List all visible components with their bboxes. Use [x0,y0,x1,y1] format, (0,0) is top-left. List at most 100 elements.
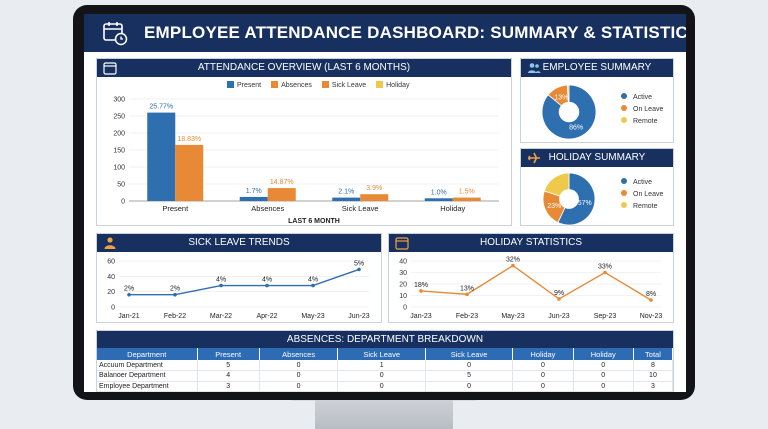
y-tick-label: 0 [121,199,125,206]
y-tick-label: 20 [107,289,115,296]
absences-breakdown-panel: ABSENCES: DEPARTMENT BREAKDOWN Departmen… [96,330,674,392]
panel-header: ABSENCES: DEPARTMENT BREAKDOWN [97,331,673,348]
data-point [557,297,561,301]
series-line [129,268,360,296]
calendar-icon [103,62,117,75]
bar-present [239,196,268,201]
pie-legend: Active On Leave Remote [621,177,663,213]
user-medical-icon [104,237,116,249]
data-label: 18% [414,282,428,289]
column-header[interactable]: Present [197,348,260,360]
column-header[interactable]: Absences [259,348,339,360]
x-tick-label: Present [162,204,189,213]
pie-hole [558,101,580,123]
bar-absences [452,197,481,201]
pie-hole [559,189,579,209]
data-label: 32% [506,257,520,264]
x-tick-label: Apr-22 [256,313,277,320]
table-cell: 4 [197,370,260,382]
holiday-summary-panel: HOLIDAY SUMMARY 57% 23% Active On Leave R… [520,148,674,226]
table-row[interactable]: Balanoer Department 4 0 0 5 0 0 10 [97,370,674,382]
y-tick-label: 20 [399,282,407,289]
data-label: 14.87% [270,179,294,186]
series-line [420,264,652,301]
monitor-stand [315,398,453,429]
table-cell: 0 [337,370,426,382]
legend-item: Remote [621,201,663,213]
dashboard-header: EMPLOYEE ATTENDANCE DASHBOARD: SUMMARY &… [84,14,686,52]
column-header[interactable]: Total [633,348,674,360]
table-header-row: Department Present Absences Sick Leave S… [97,348,674,360]
pie-label: 57% [578,200,592,207]
data-label: 9% [554,290,564,297]
y-tick-label: 200 [113,131,125,138]
table-cell: 0 [259,381,339,392]
x-tick-label: May-23 [301,313,324,320]
legend-item: Absences [271,81,312,89]
data-label: 4% [262,277,272,284]
data-label: 4% [308,277,318,284]
legend-item: Holiday [376,81,409,89]
table-row[interactable]: Employee Department 3 0 0 0 0 0 3 [97,381,674,392]
data-point [465,292,469,297]
column-header[interactable]: Holiday [573,348,634,360]
x-tick-label: Sick Leave [342,204,379,213]
x-tick-label: Jan-21 [118,313,140,320]
column-header[interactable]: Sick Leave [425,348,514,360]
data-label: 1.0% [431,189,447,196]
calendar-clock-icon [103,22,128,46]
data-point [357,267,361,272]
column-header[interactable]: Holiday [512,348,574,360]
data-label: 1.5% [459,189,475,196]
x-tick-label: Jun-23 [548,313,570,320]
y-tick-label: 250 [113,114,125,121]
legend-item: Sick Leave [321,81,366,89]
panel-header: HOLIDAY STATISTICS [389,234,673,252]
table-cell: 0 [337,381,426,392]
table-cell: 0 [259,370,339,382]
data-label: 18.83% [177,136,201,143]
y-tick-label: 0 [403,305,407,312]
table-cell: 1 [337,360,426,371]
calendar-icon [395,237,409,250]
y-tick-label: 50 [117,182,125,189]
x-tick-label: Mar-22 [210,313,232,320]
y-tick-label: 30 [399,270,407,277]
x-tick-label: Absences [251,204,284,213]
legend-item: On Leave [621,189,663,201]
pie-legend: Active On Leave Remote [621,92,663,128]
data-point [265,283,269,288]
data-point [311,283,315,288]
x-tick-label: Feb-23 [456,313,478,320]
y-tick-label: 100 [113,165,125,172]
table-cell: 0 [259,360,339,371]
table-cell: Employee Department [97,381,198,392]
data-point [173,292,177,297]
x-axis-label: LAST 6 MONTH [288,218,340,225]
data-label: 2% [124,286,134,293]
bar-absences [175,144,204,201]
holiday-pie-chart: 57% 23% [542,172,596,226]
table-cell: 0 [512,360,574,371]
bar-absences [360,194,389,201]
column-header[interactable]: Sick Leave [337,348,426,360]
data-label: 3.9% [366,185,382,192]
table-cell: 5 [425,370,514,382]
table-row[interactable]: Accuum Department 5 0 1 0 0 0 8 [97,360,674,371]
column-header[interactable]: Department [97,348,198,360]
table-cell: 0 [573,360,634,371]
table-cell: 5 [197,360,260,371]
data-label: 25.77% [149,104,173,111]
legend-item: Active [621,177,663,189]
y-tick-label: 10 [399,293,407,300]
table-cell: 0 [573,381,634,392]
sick-leave-line-chart: 0 20 40 60 2% Jan-21 2% Feb-22 4% Mar-22 4% Apr-22 4… [107,259,370,321]
holiday-line-chart: 0 10 20 30 40 18% Jan-23 13% Feb-23 32% May-23 9% Ju… [399,257,662,320]
employee-pie-chart: 86% 13% [541,84,597,140]
data-point [649,298,653,302]
panel-title: ABSENCES: DEPARTMENT BREAKDOWN [286,334,484,345]
data-label: 33% [598,264,612,271]
legend-item: Active [621,92,663,104]
data-label: 2% [170,286,180,293]
department-table: Department Present Absences Sick Leave S… [97,348,674,392]
